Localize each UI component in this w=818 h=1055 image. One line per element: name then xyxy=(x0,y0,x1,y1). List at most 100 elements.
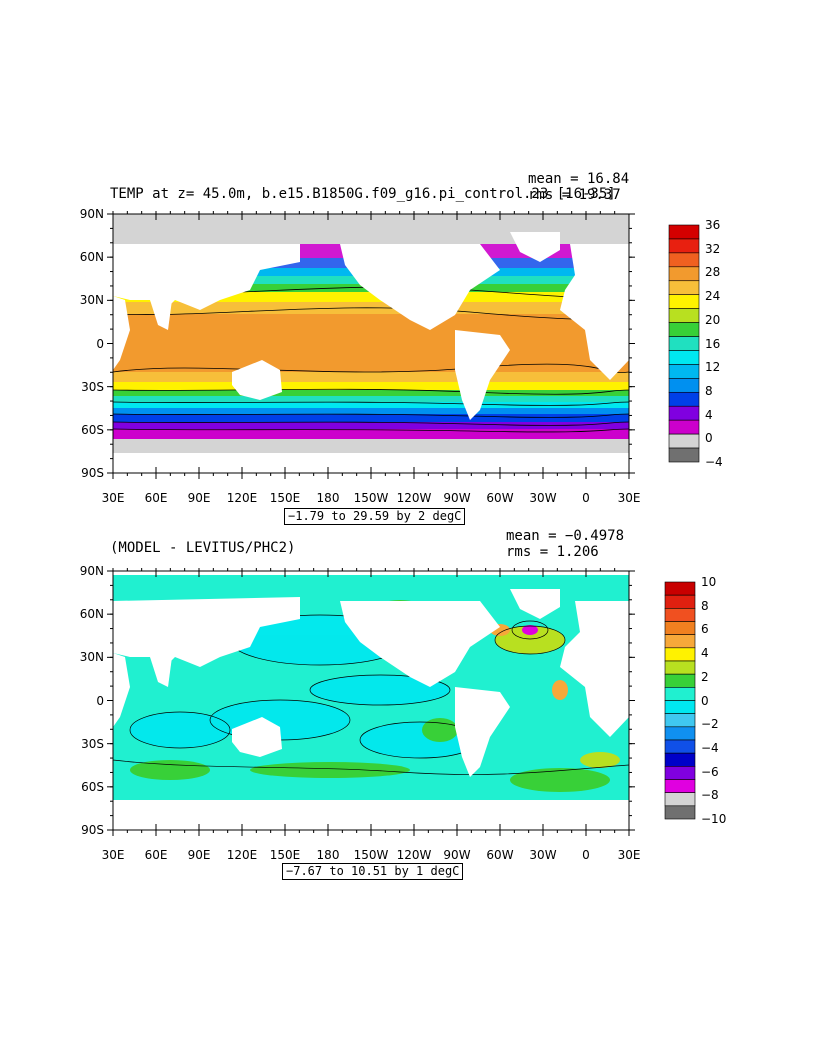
top-colorbar-label: −4 xyxy=(705,455,723,469)
bottom-colorbar-swatch xyxy=(664,792,696,807)
bottom-lat-label: 60N xyxy=(79,607,104,622)
top-colorbar-swatch xyxy=(668,405,700,421)
top-colorbar-swatch xyxy=(668,364,700,379)
bottom-colorbar-swatch xyxy=(664,713,696,728)
top-colorbar-label: 8 xyxy=(705,383,713,398)
bottom-lon-label: 30W xyxy=(529,848,557,862)
top-colorbar-swatch xyxy=(668,266,700,282)
bottom-lat-label: 30S xyxy=(81,736,104,751)
top-lat-label: 60N xyxy=(79,250,104,265)
bottom-contour-info: −7.67 to 10.51 by 1 degC xyxy=(282,863,464,880)
top-colorbar-swatch xyxy=(668,322,700,337)
bottom-lon-label: 60E xyxy=(144,848,168,862)
top-lat-label: 30S xyxy=(81,379,104,394)
bottom-lon-label: 180 xyxy=(316,848,340,862)
bottom-lat-label: 90N xyxy=(79,564,104,578)
top-colorbar-label: 32 xyxy=(705,241,721,256)
bottom-colorbar xyxy=(664,581,696,820)
top-colorbar-label: 28 xyxy=(705,265,721,280)
top-colorbar-swatch xyxy=(668,280,700,296)
bottom-colorbar-swatch xyxy=(664,752,696,767)
top-lon-label: 30E xyxy=(101,491,125,505)
top-lon-label: 30E xyxy=(617,491,641,505)
top-lon-label: 30W xyxy=(529,491,557,505)
bottom-colorbar-swatch xyxy=(664,608,696,622)
bottom-lon-label: 30E xyxy=(101,848,125,862)
bottom-colorbar-label: 6 xyxy=(701,622,709,637)
top-colorbar-swatch xyxy=(668,224,700,240)
top-lat-label: 30N xyxy=(79,293,104,308)
top-colorbar-swatch xyxy=(668,238,700,254)
bottom-lon-label: 120W xyxy=(396,848,432,862)
bottom-colorbar-label: −2 xyxy=(701,717,719,732)
bottom-colorbar-label: 0 xyxy=(701,693,709,708)
top-colorbar-label: 24 xyxy=(705,289,721,304)
bottom-colorbar-swatch xyxy=(664,621,696,635)
bottom-lon-label: 30E xyxy=(617,848,641,862)
bottom-lat-label: 30N xyxy=(79,650,104,665)
bottom-panel-title: (MODEL - LEVITUS/PHC2) xyxy=(110,540,296,556)
top-lat-label: 90N xyxy=(79,207,104,221)
top-lon-label: 180 xyxy=(316,491,340,505)
top-colorbar-label: 12 xyxy=(705,360,721,375)
top-colorbar-label: 0 xyxy=(705,431,713,446)
bottom-colorbar-swatch xyxy=(664,634,696,649)
bottom-colorbar-swatch xyxy=(664,660,696,675)
bottom-lon-label: 150W xyxy=(353,848,389,862)
bottom-lon-label: 60W xyxy=(486,848,514,862)
bottom-colorbar-label: 10 xyxy=(701,575,717,589)
bottom-colorbar-label: −10 xyxy=(701,812,727,826)
top-colorbar-swatch xyxy=(668,336,700,351)
bottom-colorbar-swatch xyxy=(664,805,696,820)
bottom-colorbar-label: 2 xyxy=(701,669,709,684)
bottom-colorbar-label: 8 xyxy=(701,598,709,613)
top-colorbar-swatch xyxy=(668,447,700,463)
top-colorbar-swatch xyxy=(668,391,700,407)
top-colorbar-swatch xyxy=(668,419,700,435)
top-contour-info: −1.79 to 29.59 by 2 degC xyxy=(284,508,466,525)
bottom-colorbar-swatch xyxy=(664,739,696,754)
top-colorbar-swatch xyxy=(668,378,700,393)
bottom-rms-text: rms = 1.206 xyxy=(506,544,599,560)
top-colorbar-label: 20 xyxy=(705,312,721,327)
top-colorbar-swatch xyxy=(668,433,700,449)
top-lon-label: 60E xyxy=(144,491,168,505)
bottom-lat-label: 0 xyxy=(96,693,104,708)
top-colorbar-label: 4 xyxy=(705,407,713,422)
top-colorbar-swatch xyxy=(668,294,700,309)
top-lon-label: 120E xyxy=(226,491,258,505)
top-lat-label: 0 xyxy=(96,336,104,351)
top-lon-label: 90W xyxy=(443,491,471,505)
top-colorbar-swatch xyxy=(668,308,700,323)
bottom-lon-label: 0 xyxy=(582,848,590,862)
bottom-mean-text: mean = −0.4978 xyxy=(506,528,625,544)
bottom-colorbar-swatch xyxy=(664,594,696,609)
top-lat-label: 90S xyxy=(81,466,104,480)
top-rms-text: rms = 19.37 xyxy=(528,187,621,203)
bottom-lon-label: 120E xyxy=(226,848,258,862)
bottom-colorbar-swatch xyxy=(664,766,696,780)
bottom-colorbar-label: −4 xyxy=(701,740,719,755)
top-panel-title: TEMP at z= 45.0m, b.e15.B1850G.f09_g16.p… xyxy=(110,186,616,202)
top-lon-label: 60W xyxy=(486,491,514,505)
top-lon-label: 120W xyxy=(396,491,432,505)
bottom-lon-label: 150E xyxy=(269,848,301,862)
top-temperature-field xyxy=(113,214,629,473)
bottom-colorbar-label: −6 xyxy=(701,764,719,779)
top-colorbar-swatch xyxy=(668,350,700,365)
top-colorbar-swatch xyxy=(668,252,700,268)
bottom-colorbar-label: −8 xyxy=(701,788,719,803)
bottom-difference-field xyxy=(113,571,629,830)
bottom-colorbar-swatch xyxy=(664,726,696,741)
bottom-colorbar-swatch xyxy=(664,647,696,662)
top-lat-label: 60S xyxy=(81,422,104,437)
bottom-colorbar-swatch xyxy=(664,581,696,596)
top-mean-text: mean = 16.84 xyxy=(528,171,630,187)
bottom-lat-label: 60S xyxy=(81,779,104,794)
bottom-lon-label: 90E xyxy=(187,848,211,862)
top-colorbar xyxy=(668,224,700,463)
bottom-lat-label: 90S xyxy=(81,823,104,837)
bottom-colorbar-swatch xyxy=(664,779,696,793)
bottom-colorbar-swatch xyxy=(664,673,696,688)
